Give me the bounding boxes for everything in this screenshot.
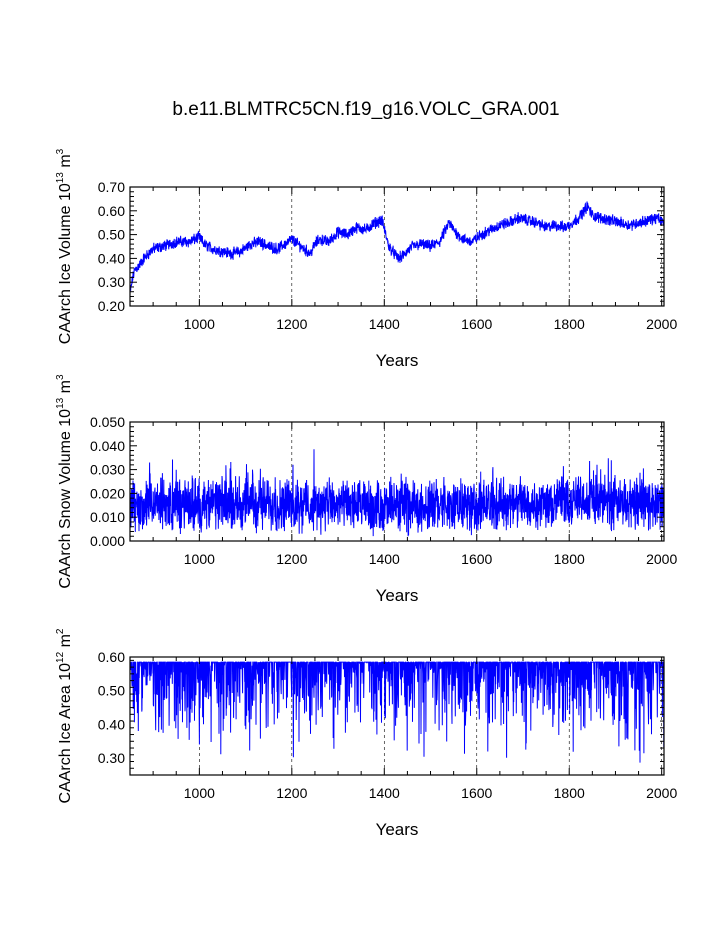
y-tick-label: 0.020 [90,485,125,501]
panel-snow-volume: 1000 1200 1400 1600 1800 2000 0.000 0.010 0.020 0… [55,374,677,605]
y-tick-label: 0.20 [98,298,125,314]
x-tick-label: 1800 [554,316,585,332]
x-axis-label: Years [376,820,419,839]
y-axis-label: CAArch Ice Area 1012 m2 [55,628,74,803]
y-tick-label: 0.040 [90,438,125,454]
y-tick-label: 0.010 [90,509,125,525]
figure-title: b.e11.BLMTRC5CN.f19_g16.VOLC_GRA.001 [172,99,559,120]
x-tick-label: 1200 [276,551,307,567]
x-axis-label: Years [376,586,419,605]
y-tick-label: 0.50 [98,227,125,243]
y-tick-label: 0.030 [90,462,125,478]
panel-ice-area: 1000 1200 1400 1600 1800 2000 0.30 0.40 0.50 0.60… [55,628,677,839]
x-tick-label: 1000 [184,551,215,567]
y-tick-label: 0.40 [98,250,125,266]
x-tick-label: 1200 [276,316,307,332]
y-tick-label: 0.050 [90,414,125,430]
y-axis-label: CAArch Snow Volume 1013 m3 [55,374,74,589]
x-tick-label: 2000 [646,316,677,332]
x-tick-label: 1400 [369,551,400,567]
x-tick-label: 1000 [184,785,215,801]
x-tick-label: 2000 [646,551,677,567]
y-axis-label: CAArch Ice Volume 1013 m3 [55,148,74,344]
x-tick-label: 1400 [369,316,400,332]
plot-frame [129,421,665,542]
x-tick-label: 1000 [184,316,215,332]
y-tick-label: 0.50 [98,683,125,699]
panel-ice-volume: 1000 1200 1400 1600 1800 2000 0.20 0.30 0.40 0.50… [55,148,677,370]
series-line-snow-volume [129,449,665,537]
plot-frame [129,186,665,307]
x-axis-label: Years [376,351,419,370]
y-tick-label: 0.60 [98,649,125,665]
y-tick-label: 0.70 [98,179,125,195]
y-tick-label: 0.30 [98,750,125,766]
y-tick-label: 0.60 [98,203,125,219]
x-tick-label: 2000 [646,785,677,801]
x-tick-label: 1600 [461,316,492,332]
plot-frame [129,656,665,776]
y-tick-label: 0.30 [98,274,125,290]
x-tick-label: 1600 [461,551,492,567]
x-tick-label: 1400 [369,785,400,801]
x-tick-label: 1600 [461,785,492,801]
y-tick-label: 0.40 [98,716,125,732]
y-tick-label: 0.000 [90,533,125,549]
series-line-ice-volume [129,201,665,294]
series-line-ice-area [129,661,665,763]
x-tick-label: 1200 [276,785,307,801]
x-tick-label: 1800 [554,785,585,801]
x-tick-label: 1800 [554,551,585,567]
